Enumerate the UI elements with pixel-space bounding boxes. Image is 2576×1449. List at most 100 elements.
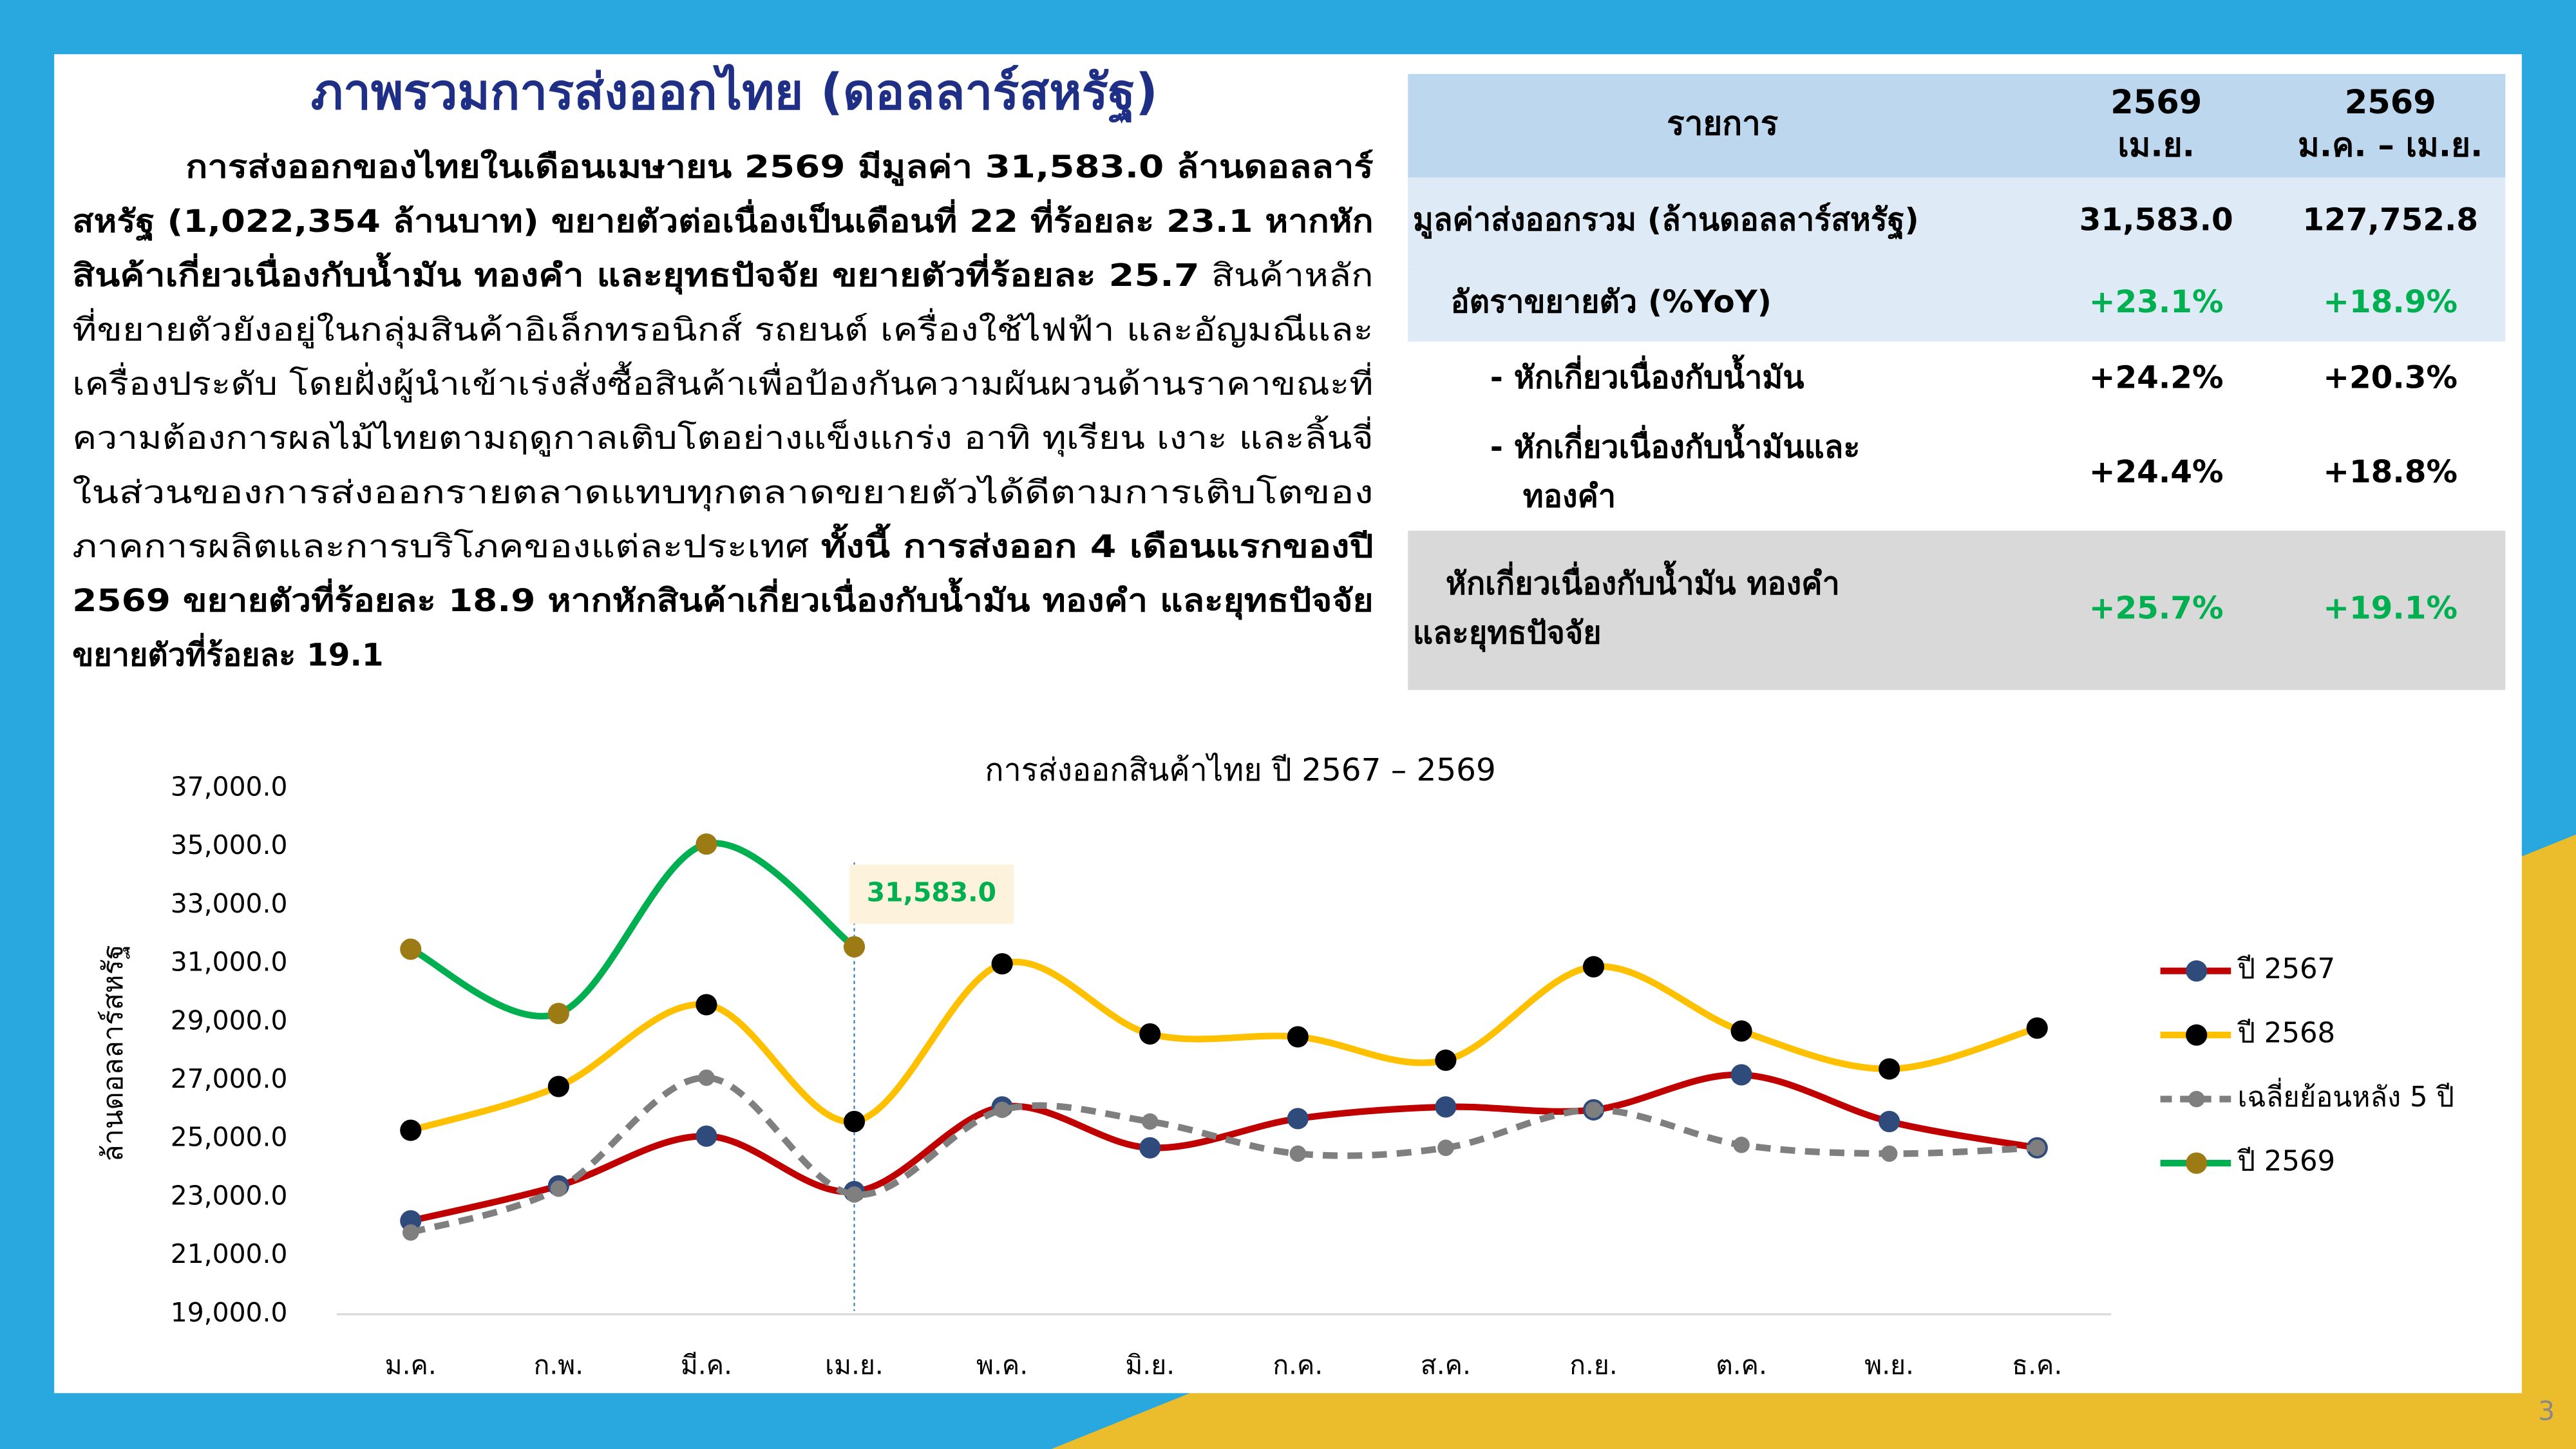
data-point (1437, 1139, 1454, 1157)
y-tick-label: 37,000.0 (171, 771, 288, 802)
data-point (2026, 1017, 2048, 1039)
data-point (994, 1101, 1010, 1119)
paragraph-segment: ขยายตัวที่ร้อยละ 19.1 (72, 632, 383, 673)
data-point (1141, 1113, 1159, 1130)
table-header-bg (1408, 73, 2506, 178)
data-point (696, 994, 717, 1016)
legend-label: ปี 2568 (2237, 1018, 2335, 1050)
paragraph-segment: ทั้งนี้ การส่งออก 4 เดือนแรกของปี (821, 523, 1374, 565)
data-point (1435, 1049, 1457, 1071)
table-row-bg (1408, 530, 2506, 690)
data-point (1139, 1137, 1161, 1159)
table-row-label: อัตราขยายตัว (%YoY) (1451, 284, 1772, 320)
x-tick-label: ธ.ค. (2012, 1349, 2062, 1380)
x-tick-label: พ.ย. (1864, 1349, 1914, 1380)
page-number: 3 (2538, 1396, 2555, 1426)
table-row-label: และยุทธปัจจัย (1413, 615, 1602, 652)
paragraph-segment: ความต้องการผลไม้ไทยตามฤดูกาลเติบโตอย่างแ… (72, 415, 1373, 457)
paragraph-line: 2569 ขยายตัวที่ร้อยละ 18.9 หากหักสินค้าเ… (72, 577, 1373, 620)
table-cell: +25.7% (2089, 591, 2224, 627)
data-point (2029, 1139, 2046, 1157)
table-cell: 31,583.0 (2079, 202, 2233, 238)
data-point (550, 1180, 567, 1197)
data-point (1733, 1137, 1750, 1153)
x-tick-label: พ.ค. (976, 1349, 1028, 1380)
data-point (400, 938, 422, 960)
table-row-label: มูลค่าส่งออกรวม (ล้านดอลลาร์สหรัฐ) (1413, 202, 1919, 240)
table-cell: +24.4% (2089, 454, 2224, 490)
table-row-bg (1408, 266, 2506, 342)
data-point (696, 1125, 717, 1147)
paragraph-segment: ในส่วนของการส่งออกรายตลาดแทบทุกตลาดขยายต… (72, 475, 1373, 511)
table-row-bg (1408, 177, 2506, 267)
paragraph-line: สินค้าเกี่ยวเนื่องกับน้ำมัน ทองคำ และยุท… (72, 252, 1373, 295)
data-point (1585, 1101, 1602, 1119)
table-header-cell: เม.ย. (2117, 126, 2195, 164)
table-cell: +20.3% (2323, 359, 2458, 395)
paragraph-line: ขยายตัวที่ร้อยละ 19.1 (72, 632, 383, 673)
data-point (1435, 1096, 1457, 1118)
table-row-label: ทองคำ (1523, 478, 1616, 515)
data-point (402, 1224, 419, 1241)
table-cell: +18.9% (2323, 284, 2458, 320)
legend-marker (2186, 1152, 2208, 1174)
data-point (696, 833, 717, 855)
table-row-label: หักเกี่ยวเนื่องกับน้ำมัน ทองคำ (1446, 560, 1840, 601)
x-tick-label: ม.ค. (385, 1349, 437, 1380)
value-label: 31,583.0 (867, 877, 996, 908)
summary-table: รายการ 2569 เม.ย. 2569 ม.ค. – เม.ย. มูลค่าส่ง… (1408, 73, 2506, 690)
paragraph-segment: ภาคการผลิตและการบริโภคของแต่ละประเทศ (72, 529, 821, 565)
data-point (1289, 1145, 1307, 1162)
x-tick-label: เม.ย. (825, 1349, 884, 1380)
data-point (991, 953, 1013, 975)
chart: การส่งออกสินค้าไทย ปี 2567 – 2569 ล้านดอล… (97, 752, 2454, 1380)
paragraph-segment: 2569 ขยายตัวที่ร้อยละ 18.9 หากหักสินค้าเ… (72, 577, 1373, 620)
y-axis-label: ล้านดอลลาร์สหรัฐ (97, 944, 129, 1162)
legend-label: เฉลี่ยย้อนหลัง 5 ปี (2237, 1077, 2454, 1113)
legend-marker (2188, 1090, 2205, 1108)
data-point (547, 1075, 569, 1097)
paragraph-segment: การส่งออกของไทยในเดือนเมษายน 2569 มีมูลค… (185, 149, 1373, 187)
y-tick-label: 19,000.0 (171, 1297, 288, 1328)
table-row-bg (1408, 417, 2506, 531)
x-tick-label: มิ.ย. (1125, 1349, 1175, 1380)
table-header-cell: 2569 (2110, 84, 2202, 122)
paragraph-segment: สหรัฐ (1,022,354 ล้านบาท) ขยายตัวต่อเนื่… (72, 199, 1373, 242)
data-point (400, 1119, 422, 1141)
paragraph-segment: สินค้าเกี่ยวเนื่องกับน้ำมัน ทองคำ และยุท… (72, 252, 1199, 295)
paragraph-segment: เครื่องประดับ โดยฝั่งผู้นำเข้าเร่งสั่งซื… (72, 361, 1373, 402)
legend-marker (2186, 1024, 2208, 1046)
data-point (1879, 1110, 1900, 1133)
data-point (1730, 1020, 1752, 1042)
x-tick-label: มี.ค. (681, 1349, 732, 1380)
paragraph: การส่งออกของไทยในเดือนเมษายน 2569 มีมูลค… (72, 149, 1373, 674)
data-point (1730, 1064, 1752, 1086)
x-tick-label: ส.ค. (1421, 1349, 1471, 1380)
y-tick-label: 31,000.0 (171, 947, 288, 978)
series-line (410, 1071, 2038, 1224)
paragraph-line: เครื่องประดับ โดยฝั่งผู้นำเข้าเร่งสั่งซื… (72, 361, 1373, 402)
table-row-label: - หักเกี่ยวเนื่องกับน้ำมัน (1490, 354, 1804, 395)
legend-label: ปี 2567 (2237, 953, 2335, 985)
series-line (410, 1074, 2038, 1236)
data-point (843, 1110, 866, 1133)
data-point (400, 1210, 422, 1232)
data-point (1582, 956, 1605, 978)
y-tick-label: 21,000.0 (171, 1238, 288, 1269)
x-tick-label: ก.ย. (1569, 1349, 1618, 1380)
data-point (1139, 1023, 1161, 1045)
y-tick-label: 27,000.0 (171, 1063, 288, 1094)
paragraph-segment: สินค้าหลัก (1200, 258, 1374, 294)
table-header-cell: รายการ (1667, 105, 1778, 143)
paragraph-line: การส่งออกของไทยในเดือนเมษายน 2569 มีมูลค… (185, 149, 1373, 187)
chart-title: การส่งออกสินค้าไทย ปี 2567 – 2569 (985, 752, 1496, 788)
y-tick-label: 33,000.0 (171, 888, 288, 919)
paragraph-line: ภาคการผลิตและการบริโภคของแต่ละประเทศ ทั้… (72, 523, 1373, 565)
y-tick-label: 29,000.0 (171, 1005, 288, 1036)
paragraph-segment: ที่ขยายตัวยังอยู่ในกลุ่มสินค้าอิเล็กทรอน… (72, 308, 1373, 348)
data-point (1879, 1058, 1900, 1080)
data-point (698, 1069, 715, 1086)
table-cell: +23.1% (2089, 284, 2224, 320)
x-tick-label: ต.ค. (1716, 1349, 1767, 1380)
